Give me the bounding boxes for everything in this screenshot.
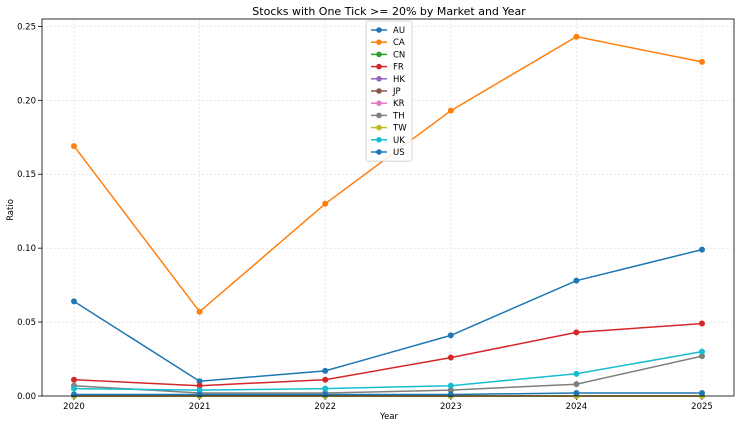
legend-swatch-marker	[376, 63, 382, 70]
legend-item-tw: TW	[371, 124, 407, 134]
data-point-us	[322, 391, 329, 398]
legend-swatch-marker	[376, 137, 382, 143]
y-tick-label: 0.05	[17, 318, 36, 328]
data-point-us	[196, 391, 203, 398]
legend-label: AU	[393, 26, 405, 36]
legend-label: CA	[393, 38, 405, 48]
data-point-us	[699, 390, 705, 397]
chart-title: Stocks with One Tick >= 20% by Market an…	[252, 5, 526, 18]
series-line-fr	[73, 322, 703, 387]
legend-item-cn: CN	[371, 50, 405, 60]
y-tick-label: 0.25	[17, 22, 36, 32]
legend-swatch-marker	[376, 51, 382, 58]
series-line-uk	[73, 350, 703, 391]
legend-label: TH	[392, 111, 405, 121]
data-point-th	[447, 387, 454, 394]
series-au	[71, 246, 705, 385]
grid	[42, 19, 734, 397]
y-tick-label: 0.20	[17, 96, 36, 106]
x-tick-label: 2021	[189, 402, 211, 412]
data-point-ca	[447, 107, 454, 114]
series-uk	[71, 348, 705, 394]
legend-swatch-marker	[376, 124, 382, 131]
legend-label: KR	[393, 99, 405, 109]
x-tick-label: 2023	[440, 402, 462, 412]
legend-item-jp: JP	[371, 87, 401, 97]
legend-label: UK	[393, 136, 405, 146]
y-tick-label: 0.15	[17, 170, 36, 180]
legend-swatch-marker	[376, 76, 382, 82]
data-point-ca	[71, 143, 77, 150]
legend-item-au: AU	[371, 26, 405, 36]
legend-item-us: US	[371, 148, 405, 158]
x-axis-label: Year	[379, 412, 399, 422]
legend-swatch-marker	[376, 88, 382, 94]
x-tick-label: 2020	[63, 402, 85, 412]
series-line-au	[73, 248, 703, 382]
data-point-au	[71, 298, 77, 305]
data-point-uk	[447, 382, 454, 389]
data-point-us	[573, 390, 580, 397]
data-point-au	[322, 367, 329, 374]
data-point-ca	[196, 308, 203, 315]
x-tick-label: 2024	[566, 402, 588, 412]
data-point-th	[573, 381, 580, 388]
legend-label: CN	[393, 50, 405, 60]
legend-label: JP	[392, 87, 401, 97]
y-axis-label: Ratio	[6, 199, 16, 221]
legend-label: HK	[393, 75, 405, 85]
legend-item-ca: CA	[371, 38, 405, 48]
plot-frame	[41, 18, 735, 397]
data-point-au	[573, 277, 580, 284]
legend-swatch-marker	[376, 112, 382, 119]
data-point-uk	[699, 348, 705, 355]
legend: AU CA CN FR HK JP KR TH TW UK US	[365, 20, 413, 162]
data-point-fr	[322, 376, 329, 383]
series-line-us	[74, 392, 702, 396]
series-line-th	[73, 355, 703, 394]
legend-label: FR	[393, 63, 404, 73]
data-point-ca	[322, 200, 329, 207]
data-point-us	[447, 391, 454, 398]
data-point-uk	[322, 385, 329, 392]
series-fr	[71, 320, 705, 389]
data-point-us	[71, 391, 77, 398]
legend-swatch-marker	[376, 149, 382, 155]
data-point-au	[196, 378, 203, 385]
legend-item-kr: KR	[371, 99, 405, 109]
x-tick-label: 2025	[691, 402, 713, 412]
y-tick-label: 0.10	[17, 244, 36, 254]
legend-item-uk: UK	[371, 136, 405, 146]
data-point-fr	[71, 376, 77, 383]
legend-item-hk: HK	[371, 75, 405, 85]
data-point-uk	[573, 370, 580, 377]
data-point-fr	[573, 329, 580, 336]
legend-item-fr: FR	[371, 63, 404, 73]
x-axis-ticks: 2020 2021 2022 2023 2024 2025	[63, 396, 713, 412]
legend-label: TW	[392, 124, 407, 134]
data-point-uk	[196, 387, 203, 394]
legend-swatch-marker	[376, 39, 382, 45]
y-tick-label: 0.00	[17, 392, 36, 402]
data-point-th	[699, 353, 705, 360]
data-point-fr	[196, 382, 203, 389]
data-point-uk	[71, 385, 77, 392]
legend-swatch-marker	[376, 27, 382, 33]
y-axis-ticks: 0.00 0.05 0.10 0.15 0.20 0.25	[17, 22, 42, 402]
legend-swatch-marker	[376, 100, 382, 106]
data-point-ca	[699, 58, 705, 65]
legend-item-th: TH	[371, 111, 405, 121]
data-point-ca	[573, 33, 580, 40]
x-tick-label: 2022	[314, 402, 336, 412]
data-point-au	[699, 246, 705, 253]
data-point-fr	[447, 354, 454, 361]
data-point-fr	[699, 320, 705, 327]
data-point-au	[447, 332, 454, 339]
legend-label: US	[393, 148, 405, 158]
